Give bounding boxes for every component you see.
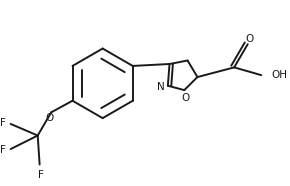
Text: F: F bbox=[0, 145, 6, 155]
Text: N: N bbox=[157, 82, 165, 92]
Text: F: F bbox=[0, 118, 6, 128]
Text: O: O bbox=[45, 113, 53, 123]
Text: OH: OH bbox=[271, 70, 287, 80]
Text: F: F bbox=[38, 170, 44, 180]
Text: O: O bbox=[181, 93, 189, 103]
Text: O: O bbox=[246, 34, 254, 44]
